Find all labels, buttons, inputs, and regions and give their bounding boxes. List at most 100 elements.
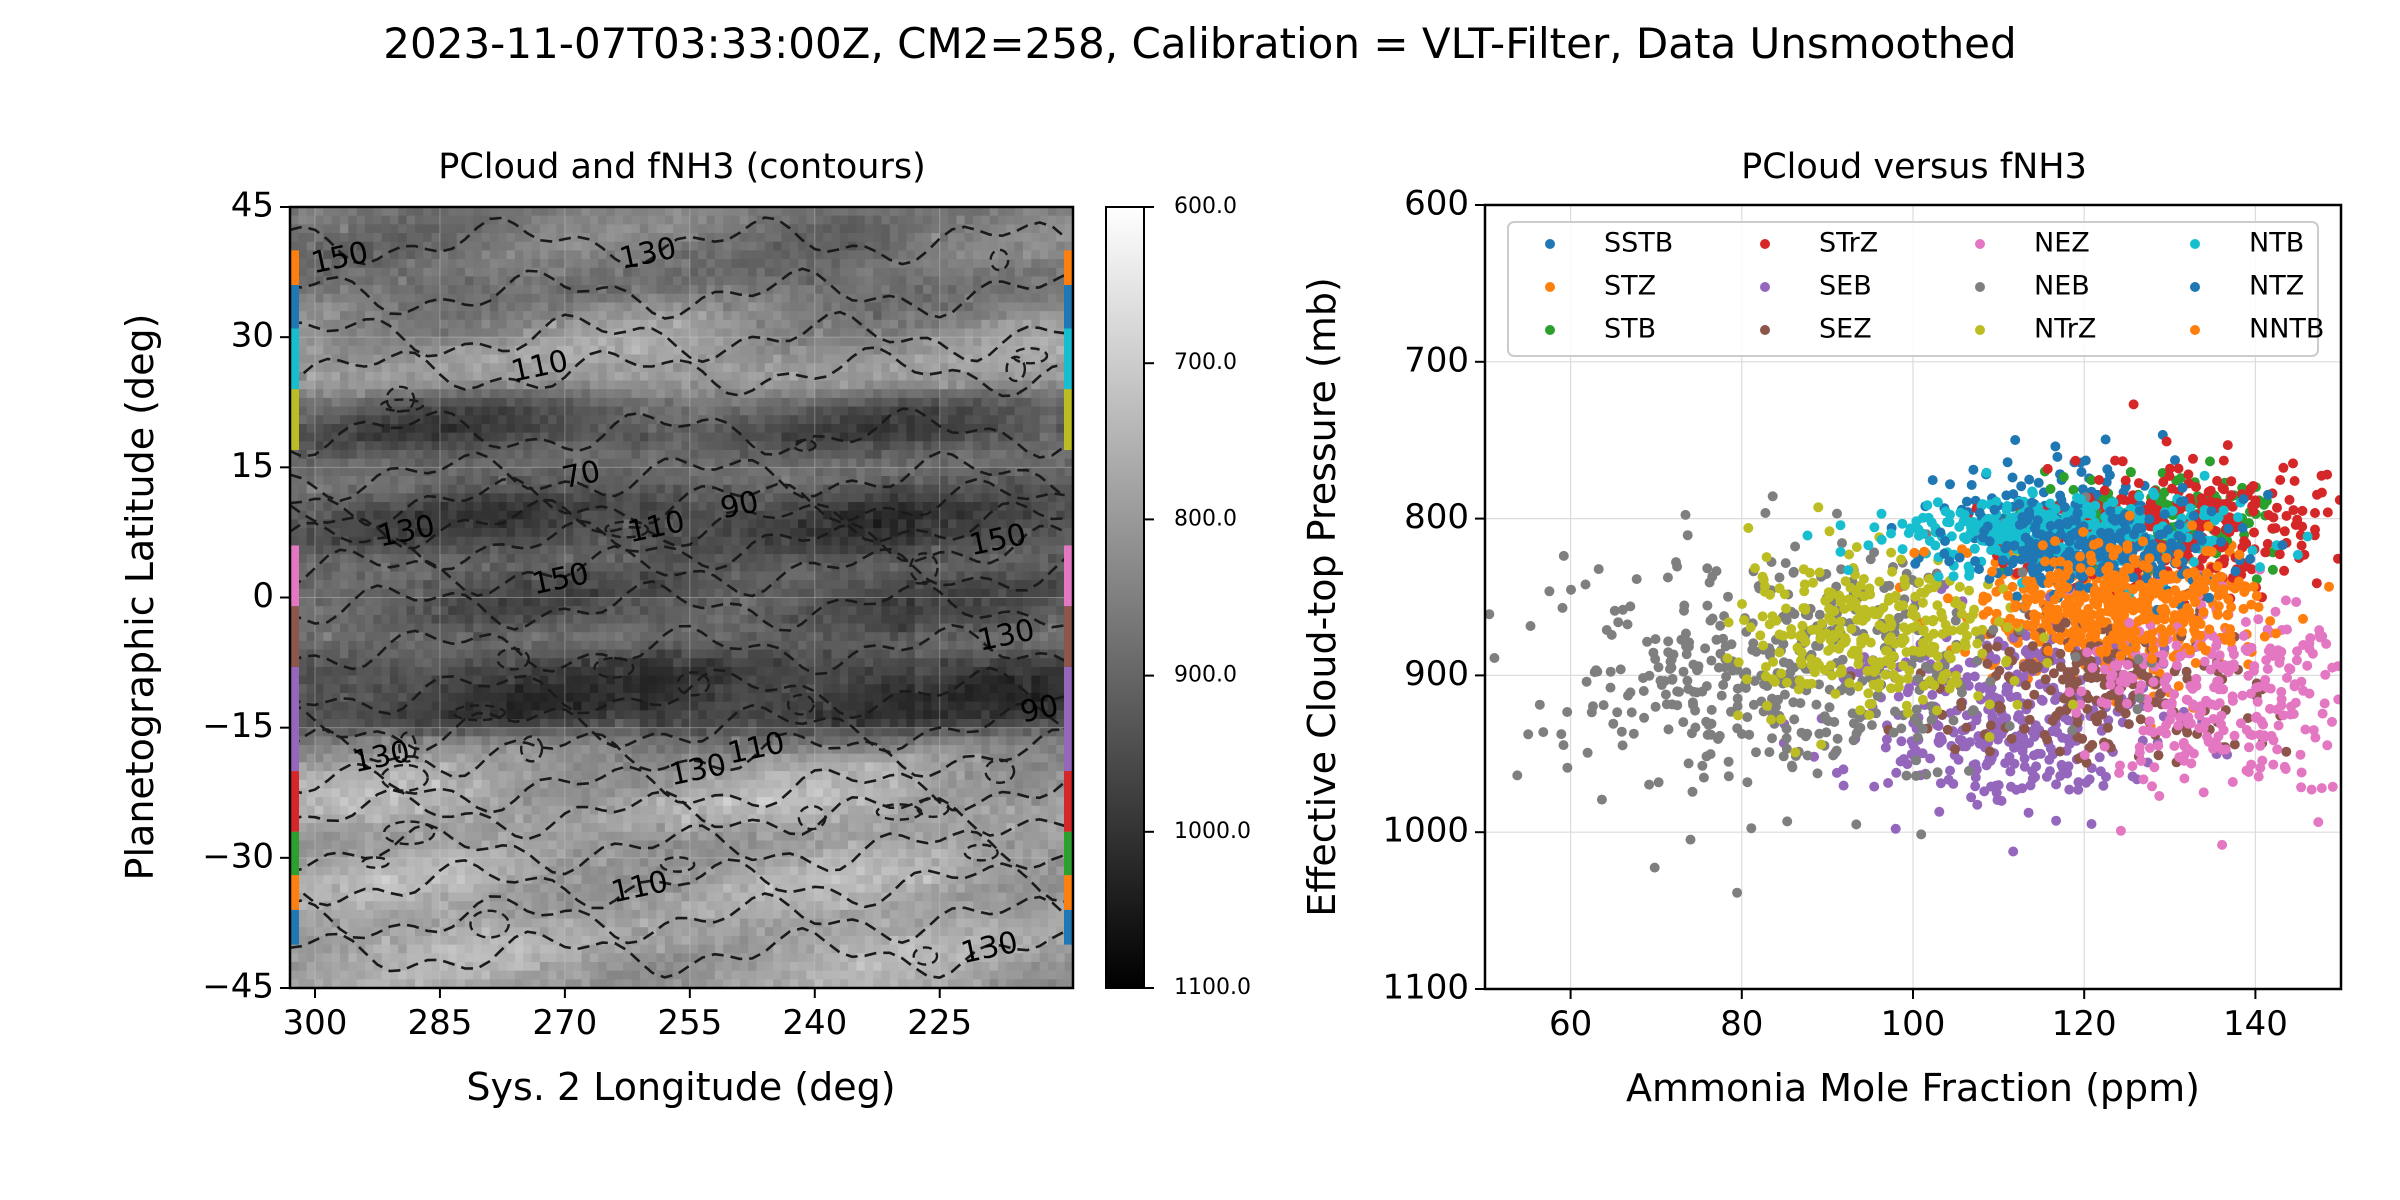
heatmap-cell (673, 649, 683, 659)
heatmap-cell (681, 640, 691, 651)
heatmap-cell (406, 649, 416, 659)
heatmap-cell (773, 363, 783, 373)
heatmap-cell (956, 467, 966, 477)
heatmap-cell (714, 580, 724, 590)
heatmap-cell (681, 588, 691, 599)
heatmap-cell (981, 250, 991, 260)
heatmap-cell (989, 476, 999, 486)
heatmap-cell (814, 319, 824, 330)
heatmap-cell (1048, 658, 1057, 668)
heatmap-cell (1014, 337, 1024, 347)
heatmap-cell (523, 354, 533, 364)
heatmap-cell (498, 250, 508, 260)
heatmap-cell (356, 554, 366, 564)
heatmap-cell (364, 259, 374, 269)
heatmap-cell (648, 562, 658, 573)
heatmap-cell (431, 337, 441, 347)
heatmap-cell (706, 293, 716, 304)
heatmap-cell (681, 484, 691, 494)
heatmap-cell (439, 580, 449, 590)
heatmap-cell (881, 380, 891, 390)
heatmap-cell (489, 224, 499, 234)
heatmap-cell (848, 354, 858, 364)
heatmap-cell (598, 519, 608, 529)
heatmap-cell (489, 571, 499, 581)
heatmap-cell (906, 562, 916, 573)
heatmap-cell (756, 571, 766, 581)
heatmap-cell (881, 519, 891, 529)
heatmap-cell (864, 476, 874, 486)
heatmap-cell (431, 658, 441, 668)
heatmap-cell (464, 467, 474, 477)
heatmap-cell (864, 484, 874, 494)
heatmap-cell (481, 441, 491, 451)
heatmap-cell (481, 502, 491, 512)
heatmap-cell (539, 241, 549, 251)
heatmap-cell (464, 562, 474, 573)
heatmap-cell (331, 371, 341, 382)
heatmap-cell (531, 493, 541, 503)
heatmap-cell (873, 302, 883, 312)
heatmap-cell (414, 562, 424, 573)
heatmap-cell (631, 302, 641, 312)
heatmap-cell (848, 467, 858, 477)
heatmap-cell (589, 467, 599, 477)
heatmap-cell (323, 562, 333, 573)
heatmap-cell (948, 207, 957, 217)
heatmap-cell (864, 328, 874, 338)
heatmap-cell (481, 328, 491, 338)
heatmap-cell (598, 423, 608, 434)
heatmap-cell (423, 311, 433, 321)
heatmap-cell (923, 441, 932, 451)
heatmap-cell (498, 319, 508, 330)
heatmap-cell (331, 458, 341, 468)
heatmap-cell (756, 224, 766, 234)
heatmap-cell (973, 389, 982, 399)
heatmap-cell (781, 293, 791, 304)
heatmap-cell (748, 597, 758, 607)
heatmap-cell (973, 380, 982, 390)
heatmap-cell (356, 371, 366, 382)
heatmap-cell (823, 293, 833, 304)
heatmap-cell (839, 649, 849, 659)
heatmap-cell (889, 337, 899, 347)
heatmap-cell (481, 476, 491, 486)
heatmap-cell (423, 614, 433, 625)
heatmap-cell (723, 380, 733, 390)
heatmap-cell (781, 658, 791, 668)
heatmap-cell (656, 562, 666, 573)
heatmap-cell (464, 250, 474, 260)
heatmap-cell (548, 449, 558, 460)
heatmap-cell (689, 606, 699, 616)
heatmap-cell (873, 319, 883, 330)
heatmap-cell (489, 545, 499, 555)
heatmap-cell (531, 285, 541, 295)
heatmap-cell (573, 649, 583, 659)
heatmap-cell (356, 606, 366, 616)
heatmap-cell (381, 233, 391, 243)
heatmap-cell (306, 597, 316, 607)
heatmap-cell (564, 302, 574, 312)
heatmap-cell (931, 345, 941, 356)
heatmap-cell (481, 250, 491, 260)
heatmap-cell (531, 432, 541, 442)
heatmap-cell (398, 510, 408, 520)
heatmap-cell (914, 215, 924, 225)
heatmap-cell (581, 224, 591, 234)
heatmap-cell (548, 658, 558, 668)
heatmap-cell (948, 536, 957, 547)
heatmap-cell (898, 215, 908, 225)
heatmap-cell (506, 311, 516, 321)
heatmap-cell (731, 545, 741, 555)
heatmap-cell (673, 406, 683, 416)
heatmap-cell (398, 640, 408, 651)
heatmap-cell (1048, 276, 1057, 286)
heatmap-cell (673, 389, 683, 399)
heatmap-cell (489, 467, 499, 477)
heatmap-cell (948, 545, 957, 555)
heatmap-cell (923, 562, 932, 573)
heatmap-cell (581, 415, 591, 425)
heatmap-cell (673, 371, 683, 382)
heatmap-cell (1014, 562, 1024, 573)
heatmap-cell (839, 614, 849, 625)
